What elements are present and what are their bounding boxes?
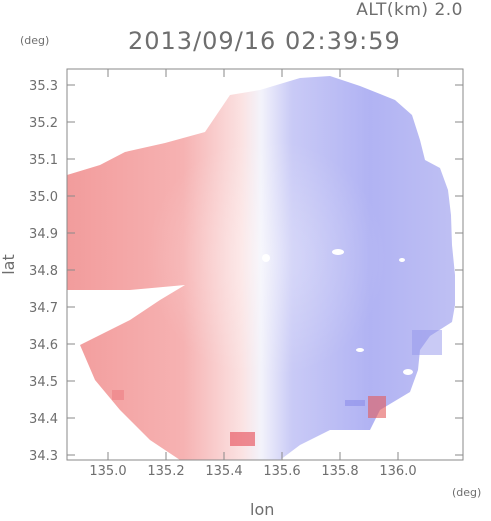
velocity-field [67,69,463,460]
x-axis [107,69,399,460]
radar-site [262,254,270,262]
y-axis [67,84,463,456]
y-tick-label: 35.1 [29,153,58,168]
x-tick-label: 135.0 [89,464,126,479]
y-tick-label: 35.3 [29,79,58,94]
y-tick-label: 35.0 [29,190,58,205]
plot-frame [66,68,464,461]
y-tick-label: 34.7 [29,301,58,316]
y-tick-label: 34.5 [29,375,58,390]
x-tick-label: 135.6 [263,464,300,479]
y-axis-label: lat [0,254,18,275]
clutter-spot [112,390,124,400]
x-axis-label: lon [250,500,275,519]
x-axis-unit: (deg) [452,486,482,499]
y-tick-label: 34.8 [29,264,58,279]
y-tick-label: 34.3 [29,449,58,464]
y-tick-label: 35.2 [29,116,58,131]
altitude-label: ALT(km) 2.0 [356,0,463,20]
y-tick-label: 34.9 [29,227,58,242]
timestamp-title: 2013/09/16 02:39:59 [128,27,401,55]
x-tick-label: 135.8 [321,464,358,479]
clutter-spot [368,396,386,418]
x-tick-label: 135.2 [147,464,184,479]
y-axis-unit: (deg) [20,34,50,47]
x-tick-label: 135.4 [205,464,242,479]
y-tick-label: 34.4 [29,412,58,427]
clutter-spot [230,432,255,446]
y-tick-label: 34.6 [29,338,58,353]
x-tick-label: 136.0 [379,464,416,479]
